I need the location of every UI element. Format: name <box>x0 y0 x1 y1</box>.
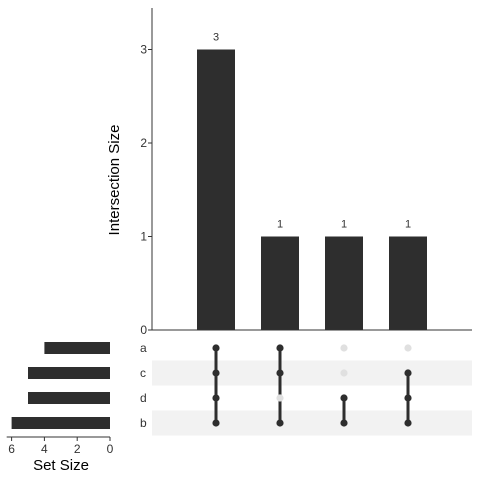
set-size-tick-label: 0 <box>107 442 114 456</box>
set-size-axis-title: Set Size <box>33 457 89 474</box>
set-size-axis: 6 4 2 0 <box>6 436 114 456</box>
set-name-label: a <box>140 341 147 355</box>
matrix-dot-active <box>212 369 220 377</box>
matrix-dot-active <box>404 419 412 427</box>
matrix-dot-active <box>212 394 220 402</box>
matrix-dot-active <box>212 419 220 427</box>
set-name-label: d <box>140 391 147 405</box>
intersection-bars <box>197 49 427 330</box>
y-tick-label: 1 <box>140 230 147 244</box>
matrix-row-stripe <box>152 410 472 436</box>
set-size-bar <box>11 417 111 429</box>
y-axis-title: Intersection Size <box>106 125 123 236</box>
y-axis: 0 1 2 3 <box>140 8 472 337</box>
matrix-dot-inactive <box>276 394 284 402</box>
set-size-tick-label: 2 <box>74 442 81 456</box>
intersection-bar-label: 1 <box>341 219 347 231</box>
set-size-bar <box>28 392 110 404</box>
intersection-bar <box>261 236 299 330</box>
matrix-dot-active <box>276 369 284 377</box>
set-name-label: c <box>140 366 146 380</box>
matrix-dot-active <box>276 419 284 427</box>
intersection-bar-labels: 3 1 1 1 <box>213 32 411 231</box>
set-size-tick-label: 6 <box>8 442 15 456</box>
intersection-bar <box>389 236 427 330</box>
set-size-bar <box>44 342 110 354</box>
matrix-row-stripes <box>152 360 472 436</box>
y-tick-label: 0 <box>140 323 147 337</box>
intersection-bar-label: 3 <box>213 32 219 44</box>
matrix-row-stripe <box>152 360 472 386</box>
matrix-dot-active <box>404 369 412 377</box>
y-tick-label: 2 <box>140 136 147 150</box>
intersection-bar-label: 1 <box>405 219 411 231</box>
intersection-bar <box>325 236 363 330</box>
matrix-dot-active <box>340 419 348 427</box>
intersection-matrix <box>212 344 412 427</box>
set-size-bars <box>11 342 111 429</box>
matrix-dot-inactive <box>404 344 412 352</box>
intersection-bar <box>197 49 235 330</box>
y-tick-label: 3 <box>140 43 147 57</box>
set-name-label: b <box>140 416 147 430</box>
matrix-dot-active <box>340 394 348 402</box>
set-size-bar <box>28 367 110 379</box>
intersection-bar-label: 1 <box>277 219 283 231</box>
matrix-dot-active <box>276 344 284 352</box>
matrix-dot-inactive <box>340 344 348 352</box>
matrix-dot-active <box>404 394 412 402</box>
matrix-dot-inactive <box>340 369 348 377</box>
set-size-tick-label: 4 <box>41 442 48 456</box>
matrix-dot-active <box>212 344 220 352</box>
